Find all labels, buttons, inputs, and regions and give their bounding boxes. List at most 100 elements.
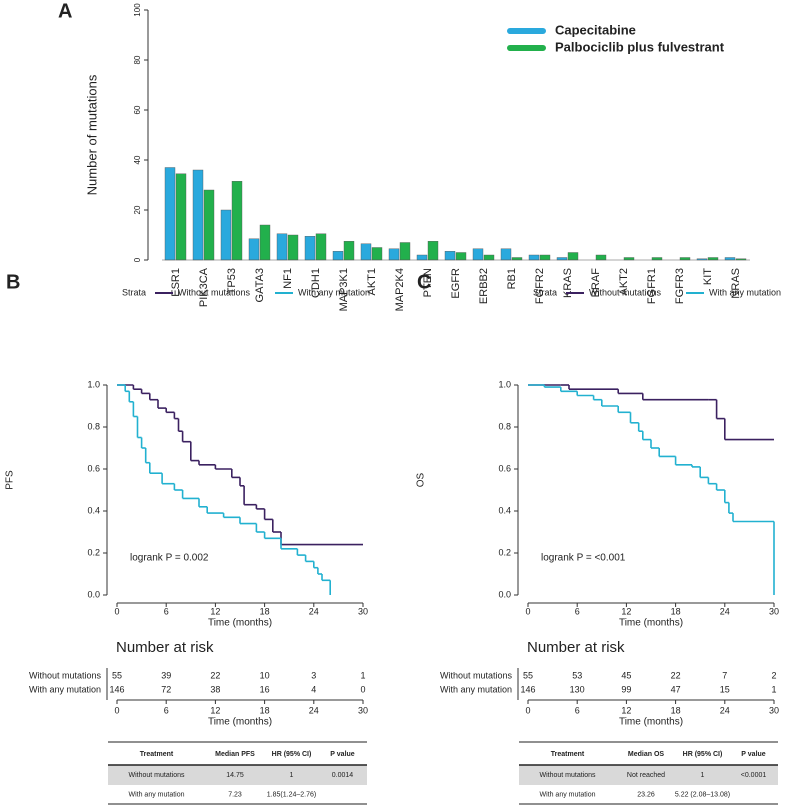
x-tick-label: 12 [210,705,220,715]
x-tick-label: MAP2K4 [394,268,406,311]
x-tick-label: 12 [210,606,220,616]
panel-label: C [417,271,431,293]
table-cell: Without mutations [539,772,596,779]
y-tick-label: 1.0 [498,379,511,389]
x-tick-label: NRAS [730,268,742,299]
y-tick-label: 0.0 [87,589,100,599]
risk-count: 1 [360,670,365,680]
risk-count: 38 [210,684,220,694]
bar [203,189,215,261]
y-tick-label: 0.6 [498,463,511,473]
risk-count: 130 [570,684,585,694]
bar [595,254,607,261]
x-tick-label: 18 [260,705,270,715]
x-tick-label: 30 [358,705,368,715]
legend-label: Without mutations [178,287,251,297]
bar [472,248,484,261]
table-header: P value [330,751,354,758]
risk-count: 146 [520,684,535,694]
bar [332,251,344,261]
bar [287,234,299,261]
x-tick-label: 0 [114,606,119,616]
bar [455,252,467,261]
risk-count: 146 [109,684,124,694]
bar [304,236,316,261]
risk-count: 22 [210,670,220,680]
y-tick-label: 0 [133,257,142,262]
table-cell: Not reached [627,772,665,779]
x-axis-label: Time (months) [619,717,683,728]
legend-label: With any mutation [298,287,370,297]
table-header: P value [741,751,765,758]
x-tick-label: FGFR2 [534,268,546,304]
table-header: Median OS [628,751,665,758]
table-cell: 7.23 [228,791,242,798]
x-tick-label: 0 [114,705,119,715]
bar [192,169,204,261]
y-tick-label: 100 [133,3,142,17]
legend-label: With any mutation [709,287,781,297]
x-tick-label: 24 [720,606,730,616]
table-cell: 14.75 [226,772,244,779]
x-tick-label: RB1 [506,268,518,289]
x-tick-label: PTEN [422,268,434,297]
x-tick-label: PIK3CA [198,267,210,307]
bar [416,254,428,261]
x-tick-label: AKT1 [366,268,378,296]
risk-row-name: With any mutation [29,684,101,694]
y-tick-label: 0.2 [87,547,100,557]
risk-count: 2 [771,670,776,680]
legend-label: Without mutations [589,287,662,297]
x-tick-label: 30 [769,606,779,616]
bar [175,173,187,261]
bar [360,243,372,261]
y-tick-label: 60 [133,105,142,114]
table-cell: 23.26 [637,791,655,798]
x-tick-label: ERBB2 [478,268,490,304]
risk-count: 99 [621,684,631,694]
risk-count: 22 [671,670,681,680]
bar [679,257,691,261]
x-axis-label: Time (months) [208,717,272,728]
risk-count: 55 [523,670,533,680]
y-tick-label: 1.0 [87,379,100,389]
x-tick-label: 18 [260,606,270,616]
y-tick-label: 0.0 [498,589,511,599]
legend-title: Strata [533,287,557,297]
table-cell: 1 [701,772,705,779]
bar [164,167,176,261]
legend-label: Palbociclib plus fulvestrant [555,39,725,54]
x-tick-label: 12 [621,705,631,715]
x-tick-label: EGFR [450,268,462,299]
annotation: logrank P = <0.001 [541,553,626,564]
bar [388,248,400,261]
y-axis-label: Number of mutations [84,74,99,195]
y-tick-label: 0.4 [87,505,100,515]
table-shade [519,765,778,785]
risk-title: Number at risk [527,639,625,656]
y-tick-label: 0.2 [498,547,511,557]
x-tick-label: 18 [671,705,681,715]
x-tick-label: KIT [702,268,714,285]
bar [315,233,327,261]
bar [483,254,495,261]
x-tick-label: 6 [575,705,580,715]
table-cell: 5.22 (2.08–13.08) [675,791,730,798]
risk-count: 16 [260,684,270,694]
bar [259,224,271,261]
table-header: HR (95% CI) [272,751,312,758]
bar [248,238,260,261]
legend-title: Strata [122,287,146,297]
risk-count: 47 [671,684,681,694]
y-tick-label: 40 [133,155,142,164]
x-tick-label: ESR1 [170,268,182,297]
x-tick-label: 30 [769,705,779,715]
risk-count: 0 [360,684,365,694]
y-tick-label: 0.8 [498,421,511,431]
risk-count: 15 [720,684,730,694]
x-tick-label: MAP3K1 [338,268,350,311]
bar [707,257,719,261]
x-tick-label: 24 [720,705,730,715]
x-tick-label: 6 [575,606,580,616]
